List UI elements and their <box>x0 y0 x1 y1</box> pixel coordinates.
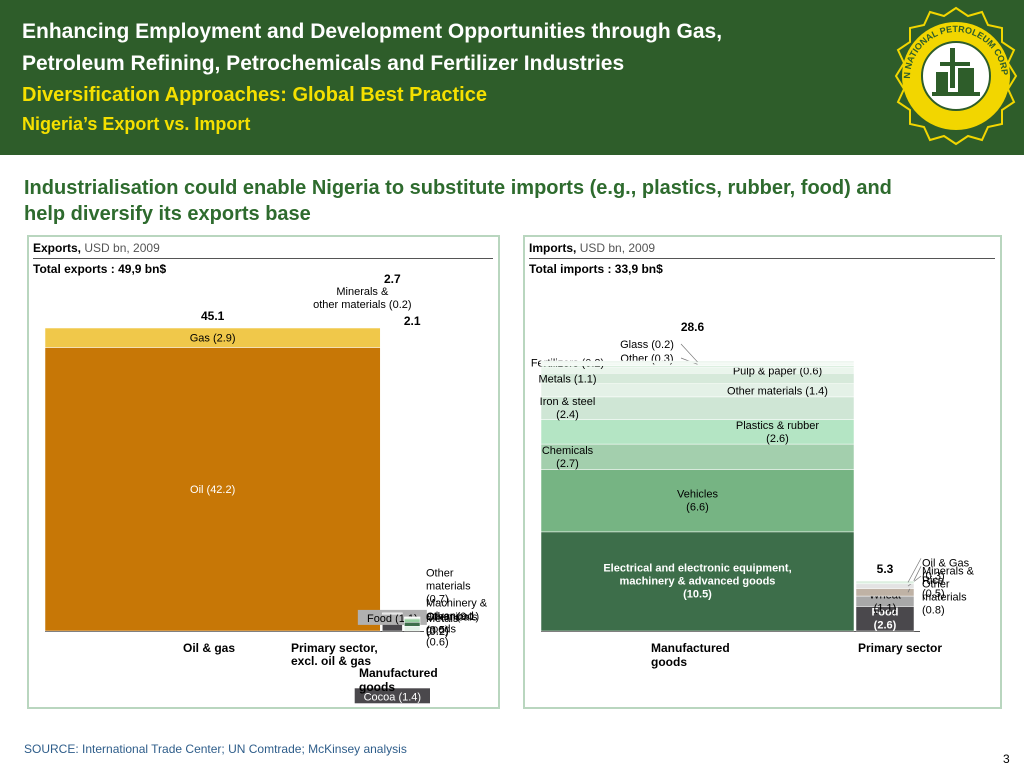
exports-label-machinery-advanced-goods-0-6: Machinery & advanced goods (0.6) <box>426 597 488 648</box>
imports-label-oil-gas-0-3-leader <box>907 558 922 583</box>
imports-axis-manufactured-goods: Manufactured goods <box>651 641 730 669</box>
imports-label-other-materials-1-4: Other materials (1.4) <box>727 385 828 397</box>
exports-bar-manufactured-goods-machinery-advanced-goods-0-6 <box>404 622 421 627</box>
exports-bar-oil-gas-oil-42-2 <box>44 347 381 632</box>
imports-bar-manufactured-goods-plastics-rubber-2-6 <box>540 419 855 445</box>
imports-title-rule <box>529 258 995 259</box>
exports-total-primary-sector-excl-oil-gas: 2.7 <box>384 272 401 286</box>
exports-bar-manufactured-goods-chemicals-0-5 <box>404 618 421 623</box>
exports-label-cocoa-1-4-bg <box>354 688 430 704</box>
exports-bar-oil-gas-gas-2-9 <box>44 327 381 348</box>
header-band: Enhancing Employment and Development Opp… <box>0 0 1024 155</box>
exports-panel-title: Exports, USD bn, 2009 <box>33 241 160 255</box>
imports-bar-primary-sector-food-2-6 <box>855 606 915 632</box>
imports-label-chemicals-2-7: Chemicals (2.7) <box>542 445 594 470</box>
exports-bar-manufactured-goods-other-materials-0-7 <box>404 626 421 632</box>
slide-title-line-2: Petroleum Refining, Petrochemicals and F… <box>22 52 625 75</box>
exports-total-label: Total exports : 49,9 bn$ <box>33 262 167 276</box>
exports-label-chemicals-0-5: Chemicals (0.5) <box>426 612 478 637</box>
exports-panel: Exports, USD bn, 2009 Total exports : 49… <box>27 235 500 709</box>
slide-subsection-title: Nigeria’s Export vs. Import <box>22 114 251 134</box>
imports-bar-primary-sector-minerals-other-materials-0-8 <box>855 588 915 597</box>
imports-bar-primary-sector-rice-0-5 <box>855 583 915 589</box>
imports-label-metals-1-1: Metals (1.1) <box>538 373 596 385</box>
exports-label-cocoa-1-4: Cocoa (1.4) <box>364 691 421 703</box>
slide-title-line-1: Enhancing Employment and Development Opp… <box>22 20 723 43</box>
exports-axis-primary-sector: Primary sector, excl. oil & gas <box>291 641 378 668</box>
imports-label-plastics-rubber-2-6: Plastics & rubber (2.6) <box>736 420 819 445</box>
exports-axis-oil-gas: Oil & gas <box>183 641 235 655</box>
imports-bar-manufactured-goods-vehicles-6-6 <box>540 469 855 533</box>
imports-label-vehicles-6-6: Vehicles (6.6) <box>677 489 718 514</box>
imports-label-iron-steel-2-4: Iron & steel (2.4) <box>540 396 596 421</box>
imports-bar-manufactured-goods-other-0-3 <box>540 362 855 366</box>
imports-bar-primary-sector-oil-gas-0-3 <box>855 580 915 585</box>
imports-unit: USD bn, 2009 <box>579 241 656 255</box>
exports-label-minerals-other-materials-0-2: Minerals & other materials (0.2) <box>313 286 411 311</box>
imports-chart: Electrical and electronic equipment, mach… <box>531 320 975 669</box>
source-note: SOURCE: International Trade Center; UN C… <box>24 742 407 756</box>
imports-bar-manufactured-goods-glass-0-2 <box>540 360 855 364</box>
page-number: 3 <box>1003 752 1010 766</box>
imports-label-glass-0-2-leader <box>680 343 698 363</box>
exports-label-oil-42-2: Oil (42.2) <box>190 484 235 496</box>
imports-panel-title: Imports, USD bn, 2009 <box>529 241 656 255</box>
exports-bar-manufactured-goods-other-0-1 <box>404 616 421 618</box>
imports-label-food-2-6: Food (2.6) <box>872 607 899 632</box>
imports-bar-manufactured-goods-chemicals-2-7 <box>540 443 855 470</box>
exports-label-gas-2-9: Gas (2.9) <box>190 333 236 345</box>
exports-label-other-0-1: Other (0.1) <box>426 611 479 623</box>
imports-total-primary-sector: 5.3 <box>877 562 894 576</box>
imports-total-label: Total imports : 33,9 bn$ <box>529 262 663 276</box>
nnpc-logo: NIGERIAN NATIONAL PETROLEUM CORPORATION <box>888 6 1018 146</box>
imports-label-pulp-paper-0-6: Pulp & paper (0.6) <box>733 365 822 377</box>
exports-bar-primary-sector-excl-oil-gas-minerals-other-materials-0-2 <box>382 612 403 615</box>
slide-section-title: Diversification Approaches: Global Best … <box>22 84 487 106</box>
slide-headline: Industrialisation could enable Nigeria t… <box>24 177 892 225</box>
exports-label-other-materials-0-7: Other materials (0.7) <box>426 568 471 606</box>
imports-label-rice-0-5-leader <box>907 575 922 587</box>
imports-axis-primary-sector: Primary sector <box>858 641 942 655</box>
exports-total-manufactured-goods: 2.1 <box>404 314 421 328</box>
imports-label-minerals-other-materials-0-8: Minerals & Other materials (0.8) <box>922 565 975 616</box>
exports-unit: USD bn, 2009 <box>84 241 160 255</box>
imports-panel: Imports, USD bn, 2009 Total imports : 33… <box>523 235 1002 709</box>
imports-bar-manufactured-goods-electrical-and-electronic-equipment-machinery-advanced-goods-10-5 <box>540 531 855 632</box>
exports-axis-manufactured-goods: Manufactured goods <box>359 666 438 694</box>
exports-label-metals-0-2: Metals (0.2) <box>426 613 459 638</box>
exports-total-oil-gas: 45.1 <box>201 309 225 323</box>
imports-label-rice-0-5: Rice (0.5) <box>922 575 945 600</box>
imports-label-other-0-3: Other (0.3) <box>620 353 673 365</box>
imports-label-oil-gas-0-3: Oil & Gas (0.3) <box>922 557 970 582</box>
imports-label-glass-0-2: Glass (0.2) <box>620 339 674 351</box>
imports-label-electrical-and-electronic-equipment-machinery-advanced-goods-10-5: Electrical and electronic equipment, mach… <box>603 562 791 600</box>
exports-title-rule <box>33 258 493 259</box>
imports-total-manufactured-goods: 28.6 <box>681 320 705 334</box>
